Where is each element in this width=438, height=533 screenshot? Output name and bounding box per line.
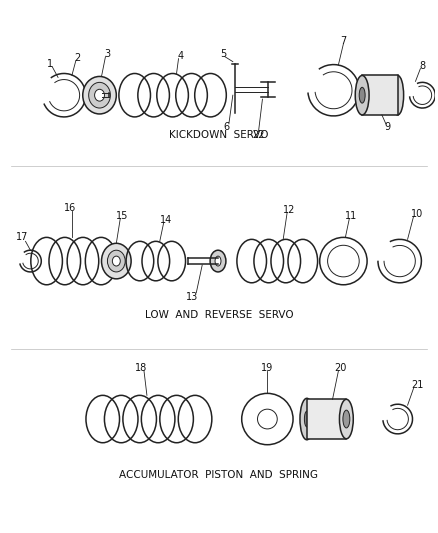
Ellipse shape — [215, 256, 221, 266]
Text: 12: 12 — [283, 205, 295, 215]
Text: KICKDOWN  SERVO: KICKDOWN SERVO — [169, 130, 269, 140]
Ellipse shape — [107, 250, 125, 272]
Text: 5: 5 — [220, 49, 226, 59]
Text: 17: 17 — [16, 232, 29, 243]
Text: 1: 1 — [47, 59, 53, 69]
Ellipse shape — [102, 243, 131, 279]
Text: 9: 9 — [385, 122, 391, 132]
Bar — [307, 399, 346, 439]
Text: 8: 8 — [419, 61, 425, 70]
Ellipse shape — [304, 411, 309, 427]
Ellipse shape — [300, 398, 314, 440]
Text: 22: 22 — [252, 130, 265, 140]
Text: 7: 7 — [340, 36, 346, 46]
Text: 10: 10 — [411, 209, 424, 219]
Text: 19: 19 — [261, 362, 273, 373]
Ellipse shape — [343, 410, 350, 428]
Text: 13: 13 — [186, 292, 198, 302]
Text: 21: 21 — [411, 381, 424, 391]
Ellipse shape — [113, 256, 120, 266]
Ellipse shape — [95, 89, 105, 101]
Ellipse shape — [88, 83, 110, 108]
Text: ACCUMULATOR  PISTON  AND  SPRING: ACCUMULATOR PISTON AND SPRING — [120, 470, 318, 480]
Ellipse shape — [339, 399, 353, 439]
Text: 4: 4 — [177, 51, 184, 61]
Text: 16: 16 — [64, 203, 76, 213]
Text: 6: 6 — [224, 122, 230, 132]
Text: 18: 18 — [135, 362, 147, 373]
Text: 11: 11 — [345, 211, 357, 221]
Bar — [362, 76, 398, 115]
Text: 2: 2 — [75, 53, 81, 63]
Text: LOW  AND  REVERSE  SERVO: LOW AND REVERSE SERVO — [145, 310, 293, 320]
Ellipse shape — [355, 76, 369, 115]
Text: 3: 3 — [104, 49, 110, 59]
Text: 15: 15 — [116, 211, 128, 221]
Ellipse shape — [83, 76, 117, 114]
Ellipse shape — [359, 87, 365, 103]
Ellipse shape — [210, 250, 226, 272]
Text: 20: 20 — [334, 362, 346, 373]
Ellipse shape — [392, 76, 404, 115]
Text: 14: 14 — [159, 215, 172, 224]
